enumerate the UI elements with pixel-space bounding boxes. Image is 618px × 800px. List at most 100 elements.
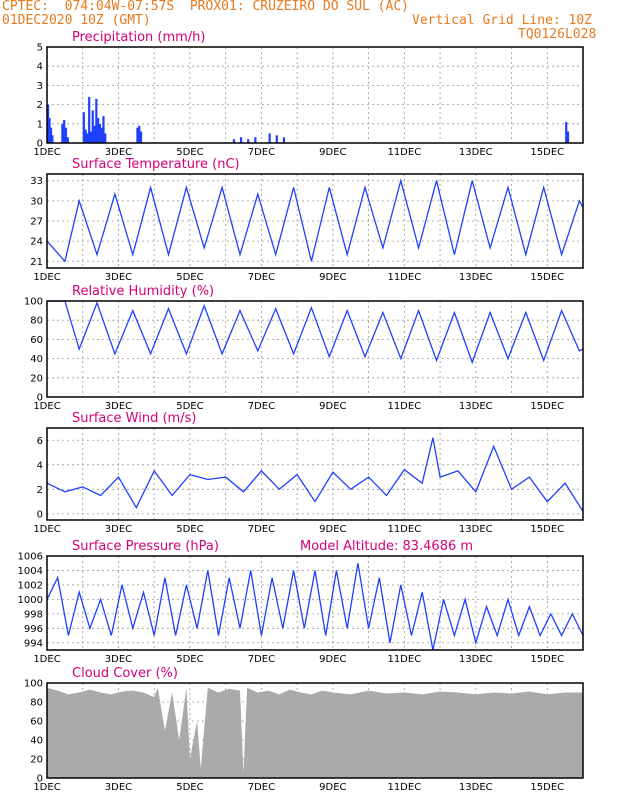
x-tick-label: 15DEC [530,654,564,665]
header-model-id: TQ0126L028 [518,27,597,42]
precip-bar [282,137,286,143]
precip-bar [566,131,570,143]
x-tick-label: 13DEC [459,654,493,665]
x-tick-label: 11DEC [387,524,421,535]
x-tick-label: 3DEC [105,147,132,158]
y-tick-label: 4 [37,62,43,73]
precip-bar [89,131,93,143]
plot-frame [46,555,584,651]
precip-bar [61,123,64,143]
x-tick-label: 1DEC [33,272,60,283]
x-tick-label: 7DEC [248,147,275,158]
precip-bar [254,137,257,143]
x-tick-label: 15DEC [530,147,564,158]
header-date: 01DEC2020 10Z (GMT) [2,13,151,28]
x-tick-label: 13DEC [459,401,493,412]
y-tick-label: 21 [30,257,43,268]
precip-bar [84,129,87,143]
model-altitude-label: Model Altitude: 83.4686 m [300,539,473,554]
x-tick-label: 15DEC [530,272,564,283]
precip-bar [64,127,68,143]
panel-3: 0 20 40 60 80 100 1DEC 3DEC 5DEC 7DEC 9DEC 11DEC 13D… [24,284,584,412]
x-tick-label: 9DEC [319,654,346,665]
y-tick-label: 24 [30,237,43,248]
x-tick-label: 5DEC [176,654,203,665]
x-tick-label: 5DEC [176,147,203,158]
precip-bar [49,127,53,143]
panel-title: Relative Humidity (%) [72,284,214,299]
panel-title: Precipitation (mm/h) [72,30,205,45]
y-tick-label: 0 [37,509,43,520]
y-tick-label: 998 [24,609,43,620]
precip-bar [102,116,105,143]
precip-bar [565,121,568,143]
y-tick-label: 1002 [18,580,43,591]
x-tick-label: 3DEC [105,782,132,793]
x-tick-label: 5DEC [176,401,203,412]
y-tick-label: 80 [30,698,43,709]
precip-bar [136,127,139,143]
y-tick-label: 1000 [18,595,43,606]
series-line [46,563,584,651]
x-tick-label: 5DEC [176,782,203,793]
x-tick-label: 1DEC [33,147,60,158]
precip-bar [100,127,103,143]
y-tick-label: 80 [30,316,43,327]
x-tick-label: 13DEC [459,524,493,535]
y-tick-label: 33 [30,176,43,187]
x-tick-label: 11DEC [387,654,421,665]
series-line [46,437,584,512]
plot-frame [46,300,584,398]
series-line [47,300,584,365]
y-tick-label: 0 [37,139,43,150]
y-tick-label: 1004 [18,566,43,577]
x-tick-label: 7DEC [248,782,275,793]
y-tick-label: 0 [37,774,43,785]
y-tick-label: 27 [30,217,43,228]
y-tick-label: 100 [24,297,43,308]
y-tick-label: 30 [30,196,43,207]
y-tick-label: 40 [30,736,43,747]
x-tick-label: 15DEC [530,524,564,535]
x-tick-label: 9DEC [319,782,346,793]
precip-bar [48,118,51,143]
precip-bar [139,131,143,143]
series-line [46,178,584,263]
panel-1: 0 1 2 3 4 5 1DEC 3DEC 5DEC 7DEC 9DEC 11DEC 13DEC 15DE… [33,30,584,158]
panel-5: 994 996 998 1000 1002 1004 1006 1DEC 3DEC 5DEC 7DE… [18,539,584,665]
precip-bar [88,96,91,143]
x-tick-label: 15DEC [530,401,564,412]
x-tick-label: 15DEC [530,782,564,793]
x-tick-label: 7DEC [248,272,275,283]
y-tick-label: 60 [30,335,43,346]
x-tick-label: 3DEC [105,401,132,412]
header-grid-info: Vertical Grid Line: 10Z [412,13,593,28]
x-tick-label: 9DEC [319,147,346,158]
x-tick-label: 7DEC [248,654,275,665]
y-tick-label: 996 [24,624,43,635]
x-tick-label: 11DEC [387,147,421,158]
x-tick-label: 11DEC [387,401,421,412]
x-tick-label: 1DEC [33,401,60,412]
x-tick-label: 9DEC [319,524,346,535]
cloud-cover-area [47,687,583,778]
precip-bar [66,137,69,143]
x-tick-label: 7DEC [248,524,275,535]
precip-bar [247,139,250,143]
panel-4: 0 2 4 6 1DEC 3DEC 5DEC 7DEC 9DEC 11DEC 13DEC 15DEC S… [33,411,584,535]
x-tick-label: 3DEC [105,654,132,665]
y-tick-label: 3 [37,81,43,92]
panel-2: 21 24 27 30 33 1DEC 3DEC 5DEC 7DEC 9DEC 11DEC 13DEC… [30,157,584,283]
x-tick-label: 3DEC [105,272,132,283]
x-tick-label: 13DEC [459,782,493,793]
y-tick-label: 0 [37,393,43,404]
y-tick-label: 60 [30,717,43,728]
plot-frame [46,173,584,269]
y-tick-label: 20 [30,373,43,384]
x-tick-label: 9DEC [319,272,346,283]
y-tick-label: 994 [24,638,43,649]
precip-bar [268,133,271,143]
y-tick-label: 1 [37,119,43,130]
x-tick-label: 1DEC [33,524,60,535]
